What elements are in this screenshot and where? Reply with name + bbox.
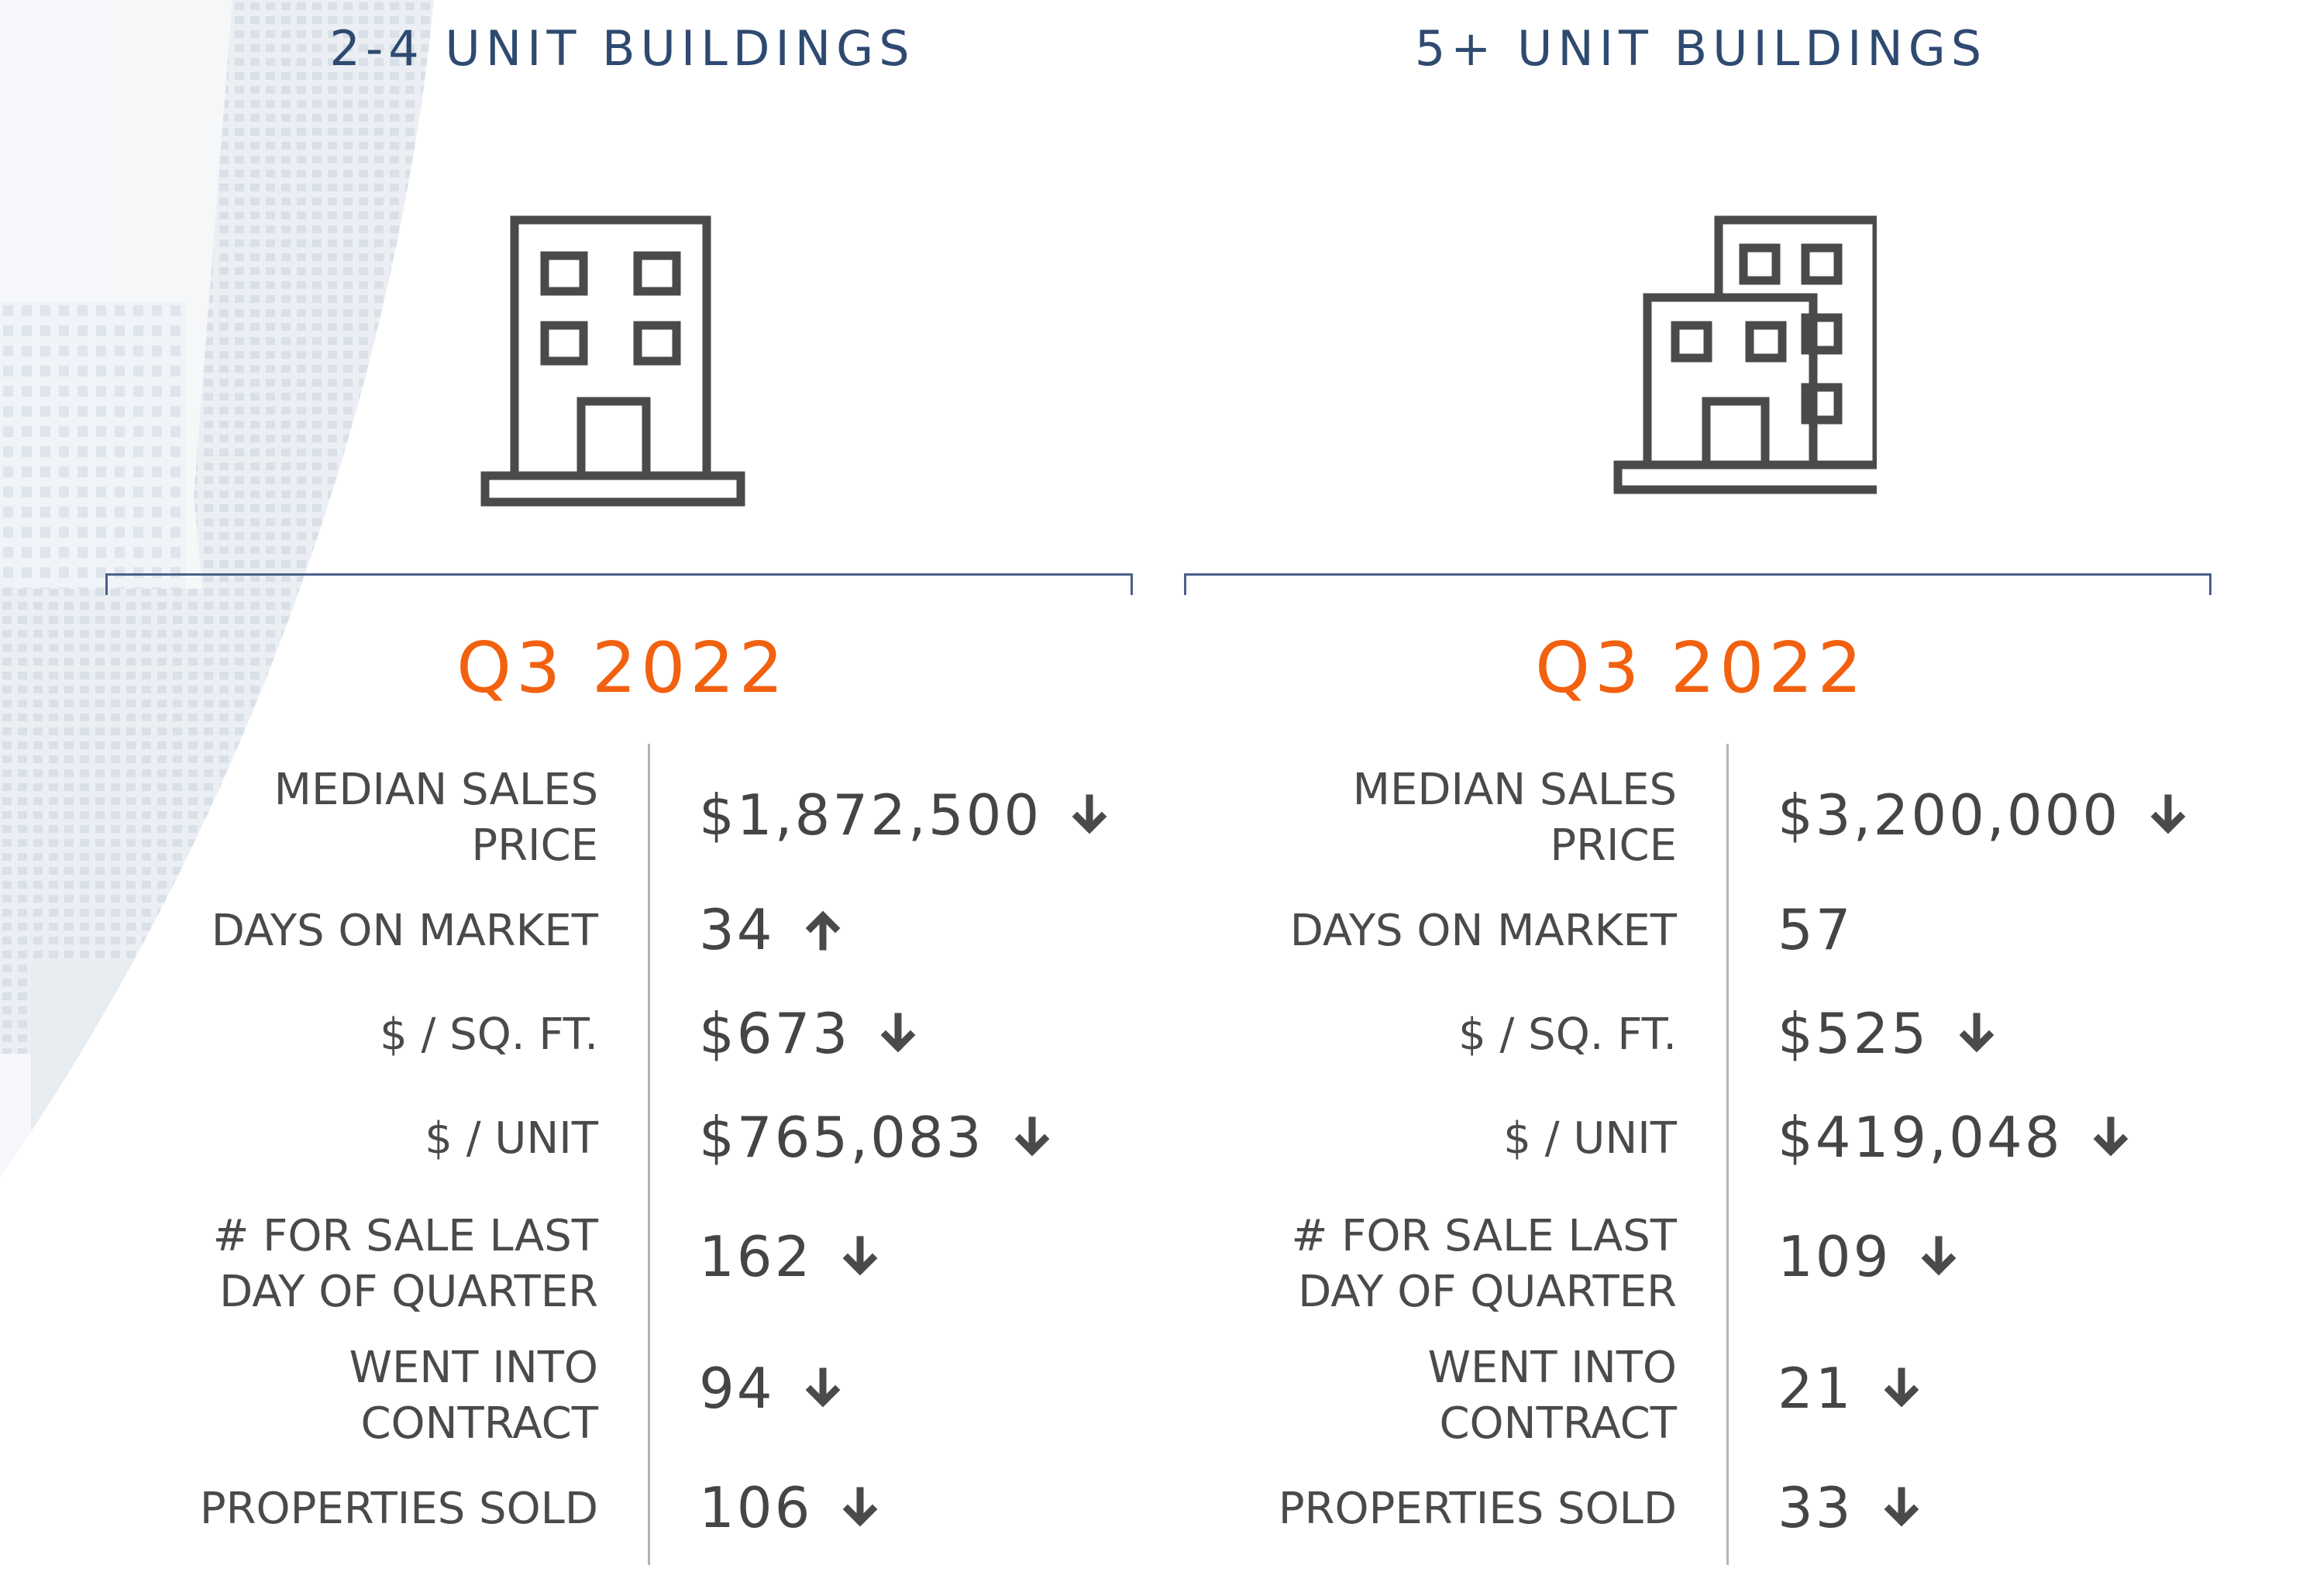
quarter-label: Q3 2022: [456, 628, 788, 709]
stat-label-for-sale-last-day: # FOR SALE LAST DAY OF QUARTER: [1291, 1211, 1677, 1317]
arrow-down-icon: [843, 1487, 878, 1527]
stat-value-median-sales-price: $3,200,000: [1778, 783, 2190, 848]
stat-label-median-sales-price: MEDIAN SALES PRICE: [274, 765, 598, 871]
stat-value-went-into-contract: 94: [699, 1356, 845, 1421]
large-buildings-icon: [1613, 215, 1877, 494]
column-divider: [1726, 744, 1729, 1565]
stat-value-price-per-sqft: $673: [699, 1001, 920, 1066]
arrow-up-icon: [805, 910, 840, 951]
section-title: 5+ UNIT BUILDINGS: [1414, 20, 1988, 77]
column-divider: [648, 744, 650, 1565]
arrow-down-icon: [2150, 794, 2186, 834]
stat-value-price-per-sqft: $525: [1778, 1001, 1998, 1066]
arrow-down-icon: [805, 1367, 840, 1408]
stat-label-for-sale-last-day: # FOR SALE LAST DAY OF QUARTER: [212, 1211, 598, 1317]
stat-value-properties-sold: 33: [1778, 1475, 1923, 1540]
stat-value-days-on-market: 57: [1778, 897, 1853, 962]
stat-value-for-sale-last-day: 162: [699, 1224, 882, 1289]
stat-label-days-on-market: DAYS ON MARKET: [211, 906, 598, 956]
quarter-label: Q3 2022: [1535, 628, 1867, 709]
stat-label-properties-sold: PROPERTIES SOLD: [199, 1484, 598, 1534]
arrow-down-icon: [1959, 1013, 1995, 1053]
arrow-down-icon: [1922, 1236, 1957, 1276]
stat-label-price-per-sqft: $ / SQ. FT.: [380, 1010, 598, 1060]
stat-label-went-into-contract: WENT INTO CONTRACT: [1427, 1343, 1677, 1449]
stat-value-price-per-unit: $765,083: [699, 1105, 1054, 1170]
stat-value-properties-sold: 106: [699, 1475, 882, 1540]
stat-label-median-sales-price: MEDIAN SALES PRICE: [1352, 765, 1677, 871]
arrow-down-icon: [1884, 1487, 1919, 1527]
arrow-down-icon: [1014, 1116, 1049, 1157]
section-title: 2-4 UNIT BUILDINGS: [329, 20, 915, 77]
stat-label-price-per-unit: $ / UNIT: [425, 1113, 598, 1164]
stat-value-for-sale-last-day: 109: [1778, 1224, 1960, 1289]
stat-value-days-on-market: 34: [699, 897, 845, 962]
small-building-icon: [480, 215, 745, 507]
stat-label-price-per-sqft: $ / SQ. FT.: [1458, 1010, 1677, 1060]
column-5-plus-unit: 5+ UNIT BUILDINGS Q3 2022 MEDIAN SALES P…: [1184, 0, 2261, 1596]
stat-value-went-into-contract: 21: [1778, 1356, 1923, 1421]
arrow-down-icon: [2093, 1116, 2128, 1157]
stat-label-went-into-contract: WENT INTO CONTRACT: [349, 1343, 598, 1449]
arrow-down-icon: [880, 1013, 916, 1053]
stat-value-price-per-unit: $419,048: [1778, 1105, 2132, 1170]
stat-label-properties-sold: PROPERTIES SOLD: [1278, 1484, 1677, 1534]
stat-label-days-on-market: DAYS ON MARKET: [1289, 906, 1677, 956]
arrow-down-icon: [1884, 1367, 1919, 1408]
arrow-down-icon: [843, 1236, 878, 1276]
section-bracket: [105, 573, 1133, 595]
section-bracket: [1184, 573, 2211, 595]
stat-value-median-sales-price: $1,872,500: [699, 783, 1111, 848]
stat-label-price-per-unit: $ / UNIT: [1503, 1113, 1677, 1164]
arrow-down-icon: [1072, 794, 1107, 834]
column-2-4-unit: 2-4 UNIT BUILDINGS Q3 2022 MEDIAN SALES …: [105, 0, 1182, 1596]
